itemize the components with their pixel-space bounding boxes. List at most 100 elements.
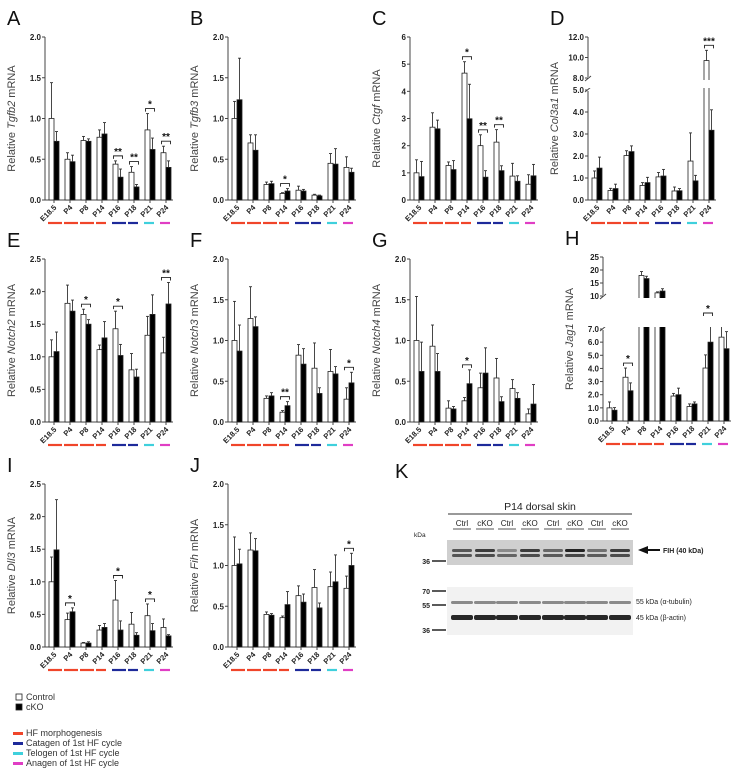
actin-band bbox=[496, 615, 518, 620]
actin-band bbox=[586, 615, 608, 620]
bar-cko bbox=[85, 323, 92, 423]
lane-label: cKO bbox=[612, 519, 628, 528]
bar-cko bbox=[316, 393, 323, 423]
x-tick-label: P18 bbox=[123, 650, 139, 666]
panel-letter: F bbox=[190, 230, 202, 252]
x-tick-label: P4 bbox=[245, 202, 258, 215]
y-tick-label: 1 bbox=[402, 169, 407, 178]
x-tick-label: P8 bbox=[443, 203, 456, 216]
x-tick-label: P8 bbox=[621, 203, 634, 216]
x-tick-label: P24 bbox=[338, 202, 354, 218]
significance-bracket bbox=[129, 161, 139, 165]
y-tick-label: 3.0 bbox=[573, 130, 585, 139]
x-tick-label: P18 bbox=[123, 425, 139, 441]
bar-control bbox=[445, 407, 452, 423]
significance-stars: * bbox=[347, 358, 351, 369]
bar-cko bbox=[332, 581, 339, 648]
lane-label: Ctrl bbox=[547, 519, 560, 528]
tubulin-band bbox=[519, 601, 541, 604]
bar-control bbox=[247, 549, 254, 648]
x-tick-label: P8 bbox=[261, 203, 274, 216]
y-tick-label: 8.0 bbox=[573, 74, 585, 83]
bar-control bbox=[64, 619, 71, 648]
y-label-prefix: Relative bbox=[6, 129, 18, 172]
significance-bracket bbox=[81, 303, 91, 308]
x-tick-label: P4 bbox=[245, 424, 258, 437]
y-tick-label: 0.0 bbox=[573, 196, 585, 205]
bar-control bbox=[429, 126, 436, 201]
bar-cko bbox=[450, 169, 457, 201]
y-label-suffix: mRNA bbox=[189, 518, 201, 554]
panel-g: G Relative Notch4 mRNA 0.0 0.5 1.0 1.5 2.0 E18.… bbox=[371, 230, 538, 447]
y-tick-label: 2.5 bbox=[30, 480, 42, 489]
y-tick-label: 4.0 bbox=[588, 364, 600, 373]
bar-cko bbox=[418, 176, 425, 201]
x-tick-label: E18.5 bbox=[403, 425, 423, 445]
y-tick-label: 0.0 bbox=[30, 196, 42, 205]
bar-control bbox=[686, 406, 693, 422]
bar-control bbox=[247, 318, 254, 423]
y-label-gene: Notch4 bbox=[371, 319, 383, 354]
y-label-gene: Tgfb3 bbox=[189, 100, 201, 129]
bar-cko bbox=[69, 161, 76, 201]
bar-control bbox=[160, 627, 167, 648]
y-tick-label: 7.0 bbox=[588, 325, 600, 334]
bar-control bbox=[493, 141, 500, 201]
x-tick-label: E18.5 bbox=[596, 424, 616, 444]
bar-cko bbox=[149, 630, 156, 648]
x-tick-label: P14 bbox=[456, 424, 472, 440]
y-tick-label: 1.5 bbox=[213, 521, 225, 530]
x-tick-label: P24 bbox=[520, 424, 536, 440]
significance-bracket bbox=[703, 312, 713, 316]
y-label-suffix: mRNA bbox=[6, 65, 18, 101]
panel-h: H Relative Jag1 mRNA 0.0 1.0 2.0 3.0 4.0 5.0 6.0… bbox=[564, 228, 732, 446]
bar-control bbox=[231, 565, 238, 648]
bar-cko bbox=[348, 565, 355, 648]
fih-band bbox=[452, 549, 472, 552]
kda-label: kDa bbox=[414, 532, 426, 539]
tubulin-band bbox=[542, 601, 564, 604]
lane-label: cKO bbox=[567, 519, 583, 528]
y-label-prefix: Relative bbox=[189, 129, 201, 172]
x-tick-label: P21 bbox=[682, 203, 698, 219]
y-tick-label: 1.0 bbox=[213, 115, 225, 124]
bar-control bbox=[343, 166, 350, 201]
x-tick-label: P14 bbox=[634, 202, 650, 218]
x-tick-label: P4 bbox=[427, 202, 440, 215]
fih-band bbox=[520, 549, 540, 552]
y-tick-label: 0 bbox=[402, 196, 407, 205]
significance-bracket bbox=[113, 155, 123, 159]
panel-a: A Relative Tgfb2 mRNA 0.0 0.5 1.0 1.5 2.0 E18.5… bbox=[6, 8, 173, 225]
bar-cko bbox=[332, 163, 339, 201]
x-tick-label: P14 bbox=[456, 202, 472, 218]
x-tick-label: P21 bbox=[322, 203, 338, 219]
bar-control bbox=[343, 398, 350, 423]
bar-cko bbox=[117, 176, 124, 201]
significance-stars: * bbox=[626, 354, 630, 365]
significance-bracket bbox=[494, 124, 504, 128]
bar-control bbox=[144, 129, 151, 201]
y-label-gene: Notch2 bbox=[6, 319, 18, 354]
legend-phase-label: Anagen of 1st HF cycle bbox=[26, 758, 119, 768]
bar-control bbox=[48, 356, 55, 423]
y-tick-label: 2.0 bbox=[573, 152, 585, 161]
bar-cko bbox=[692, 180, 699, 201]
tubulin-band bbox=[564, 601, 586, 604]
lower-band bbox=[475, 554, 495, 557]
bar-cko bbox=[236, 563, 243, 648]
x-tick-label: P16 bbox=[107, 650, 123, 666]
actin-band bbox=[609, 615, 631, 620]
panel-letter: G bbox=[372, 230, 388, 252]
x-tick-label: E18.5 bbox=[581, 203, 601, 223]
y-axis-label: Relative Notch3 mRNA bbox=[189, 283, 201, 397]
bar-cko bbox=[691, 403, 698, 422]
y-tick-label: 1.5 bbox=[30, 320, 42, 329]
x-tick-label: P21 bbox=[504, 425, 520, 441]
bar-cko bbox=[53, 549, 60, 648]
panel-letter: H bbox=[565, 228, 579, 250]
y-tick-label: 0.0 bbox=[213, 643, 225, 652]
y-tick-label: 2.0 bbox=[213, 33, 225, 42]
